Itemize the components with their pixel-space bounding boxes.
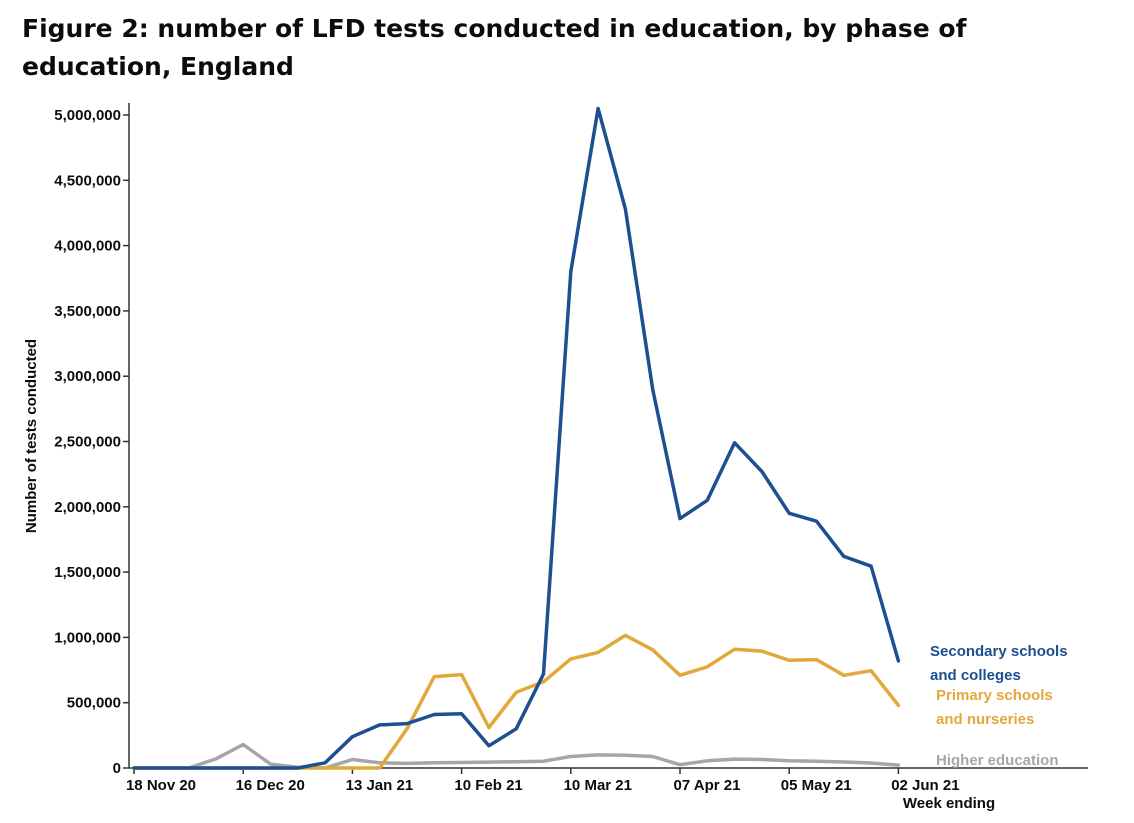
x-tick-label: 10 Mar 21 xyxy=(564,777,632,794)
chart-title: Figure 2: number of LFD tests conducted … xyxy=(22,14,967,81)
x-axis: 18 Nov 20 16 Dec 20 13 Jan 21 10 Feb 21 10 M… xyxy=(126,767,1088,794)
y-tick-label: 2,000,000 xyxy=(54,499,121,516)
x-tick-label: 10 Feb 21 xyxy=(454,777,522,794)
y-tick-label: 1,500,000 xyxy=(54,564,121,581)
y-tick-label: 4,500,000 xyxy=(54,172,121,189)
y-tick-label: 5,000,000 xyxy=(54,107,121,124)
y-tick-label: 0 xyxy=(113,760,121,777)
y-tick-label: 3,000,000 xyxy=(54,368,121,385)
series-label: Secondary schools and colleges xyxy=(930,643,1068,684)
y-tick-label: 1,000,000 xyxy=(54,629,121,646)
series-line xyxy=(132,742,901,770)
y-axis: 0 500,000 1,000,000 1,500,000 2,000,000 2,500… xyxy=(54,103,130,777)
y-tick-label: 2,500,000 xyxy=(54,434,121,451)
x-tick-label: 05 May 21 xyxy=(781,777,852,794)
series-label-line: and nurseries xyxy=(936,711,1034,728)
y-tick-label: 3,500,000 xyxy=(54,303,121,320)
x-tick-label: 07 Apr 21 xyxy=(674,777,741,794)
series-label-line: Higher education xyxy=(936,752,1059,769)
x-tick-label: 13 Jan 21 xyxy=(346,777,414,794)
series-label-line: Secondary schools xyxy=(930,643,1068,660)
series-label: Higher education xyxy=(936,752,1059,769)
series-lines xyxy=(132,106,901,770)
x-axis-title: Week ending xyxy=(903,795,995,812)
x-tick-label: 02 Jun 21 xyxy=(891,777,959,794)
y-tick-label: 500,000 xyxy=(67,695,121,712)
x-tick-label: 16 Dec 20 xyxy=(236,777,305,794)
y-tick-label: 4,000,000 xyxy=(54,238,121,255)
y-axis-title: Number of tests conducted xyxy=(23,339,40,533)
x-tick-label: 18 Nov 20 xyxy=(126,777,196,794)
series-label: Primary schools and nurseries xyxy=(936,687,1053,728)
series-label-line: Primary schools xyxy=(936,687,1053,704)
series-labels: Secondary schools and colleges Primary sch… xyxy=(930,643,1068,769)
series-label-line: and colleges xyxy=(930,667,1021,684)
series-line xyxy=(132,106,901,770)
